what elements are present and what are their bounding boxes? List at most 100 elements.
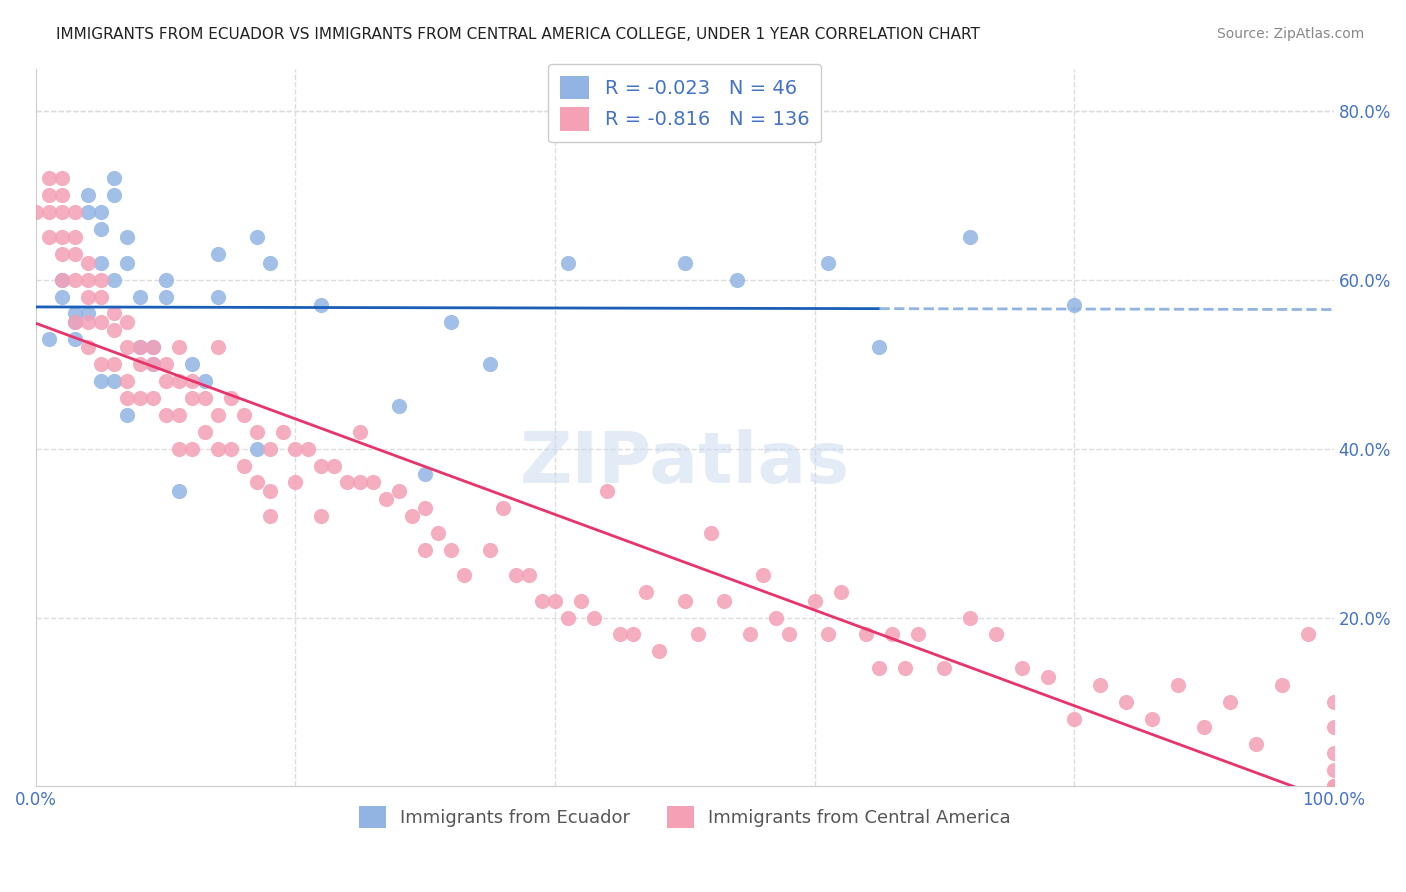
Point <box>167 408 190 422</box>
Point <box>349 425 371 439</box>
Point <box>76 306 98 320</box>
Point <box>51 230 73 244</box>
Point <box>817 256 839 270</box>
Text: ZIPatlas: ZIPatlas <box>520 429 849 498</box>
Point <box>115 315 138 329</box>
Point <box>751 568 773 582</box>
Point <box>609 627 631 641</box>
Point <box>90 289 112 303</box>
Point <box>311 298 333 312</box>
Point <box>427 526 450 541</box>
Point <box>440 315 463 329</box>
Point <box>76 205 98 219</box>
Point <box>259 483 281 498</box>
Point <box>284 475 307 490</box>
Point <box>259 442 281 456</box>
Point <box>868 661 890 675</box>
Point <box>207 289 229 303</box>
Point <box>284 442 307 456</box>
Point <box>245 475 267 490</box>
Legend: Immigrants from Ecuador, Immigrants from Central America: Immigrants from Ecuador, Immigrants from… <box>352 798 1018 835</box>
Point <box>778 627 800 641</box>
Point <box>103 188 125 202</box>
Point <box>544 593 567 607</box>
Point <box>557 256 579 270</box>
Point <box>1323 746 1346 760</box>
Point <box>259 509 281 524</box>
Point <box>1192 720 1215 734</box>
Point <box>1167 678 1189 692</box>
Point <box>142 340 165 354</box>
Point <box>311 509 333 524</box>
Point <box>103 374 125 388</box>
Point <box>363 475 385 490</box>
Point <box>219 442 242 456</box>
Point <box>142 391 165 405</box>
Point <box>142 357 165 371</box>
Point <box>817 627 839 641</box>
Point <box>155 289 177 303</box>
Point <box>232 408 254 422</box>
Point <box>803 593 825 607</box>
Point <box>855 627 877 641</box>
Point <box>103 357 125 371</box>
Point <box>1323 780 1346 794</box>
Point <box>167 442 190 456</box>
Point <box>1271 678 1294 692</box>
Point <box>103 323 125 337</box>
Point <box>1323 720 1346 734</box>
Point <box>76 340 98 354</box>
Point <box>1323 763 1346 777</box>
Point <box>207 408 229 422</box>
Point <box>1063 298 1085 312</box>
Point <box>103 306 125 320</box>
Point <box>115 340 138 354</box>
Point <box>1323 780 1346 794</box>
Point <box>76 188 98 202</box>
Point <box>63 315 86 329</box>
Point <box>90 256 112 270</box>
Point <box>38 188 60 202</box>
Point <box>648 644 671 658</box>
Point <box>38 332 60 346</box>
Point <box>51 188 73 202</box>
Point <box>63 230 86 244</box>
Point <box>388 400 411 414</box>
Point <box>297 442 319 456</box>
Point <box>167 483 190 498</box>
Point <box>479 357 502 371</box>
Point <box>569 593 592 607</box>
Point <box>596 483 619 498</box>
Point <box>401 509 423 524</box>
Point <box>155 357 177 371</box>
Point <box>634 585 657 599</box>
Point <box>155 273 177 287</box>
Point <box>63 273 86 287</box>
Text: Source: ZipAtlas.com: Source: ZipAtlas.com <box>1216 27 1364 41</box>
Point <box>115 408 138 422</box>
Point <box>479 543 502 558</box>
Point <box>194 425 217 439</box>
Point <box>1323 695 1346 709</box>
Point <box>103 273 125 287</box>
Point <box>90 357 112 371</box>
Point <box>207 340 229 354</box>
Point <box>63 247 86 261</box>
Point <box>90 205 112 219</box>
Point <box>1011 661 1033 675</box>
Point <box>245 425 267 439</box>
Point <box>700 526 723 541</box>
Point <box>51 273 73 287</box>
Point <box>38 171 60 186</box>
Point <box>1036 670 1059 684</box>
Point <box>765 610 787 624</box>
Point <box>180 374 202 388</box>
Point <box>245 442 267 456</box>
Point <box>115 391 138 405</box>
Point <box>557 610 579 624</box>
Point <box>76 256 98 270</box>
Point <box>63 332 86 346</box>
Point <box>311 458 333 473</box>
Point <box>349 475 371 490</box>
Point <box>51 273 73 287</box>
